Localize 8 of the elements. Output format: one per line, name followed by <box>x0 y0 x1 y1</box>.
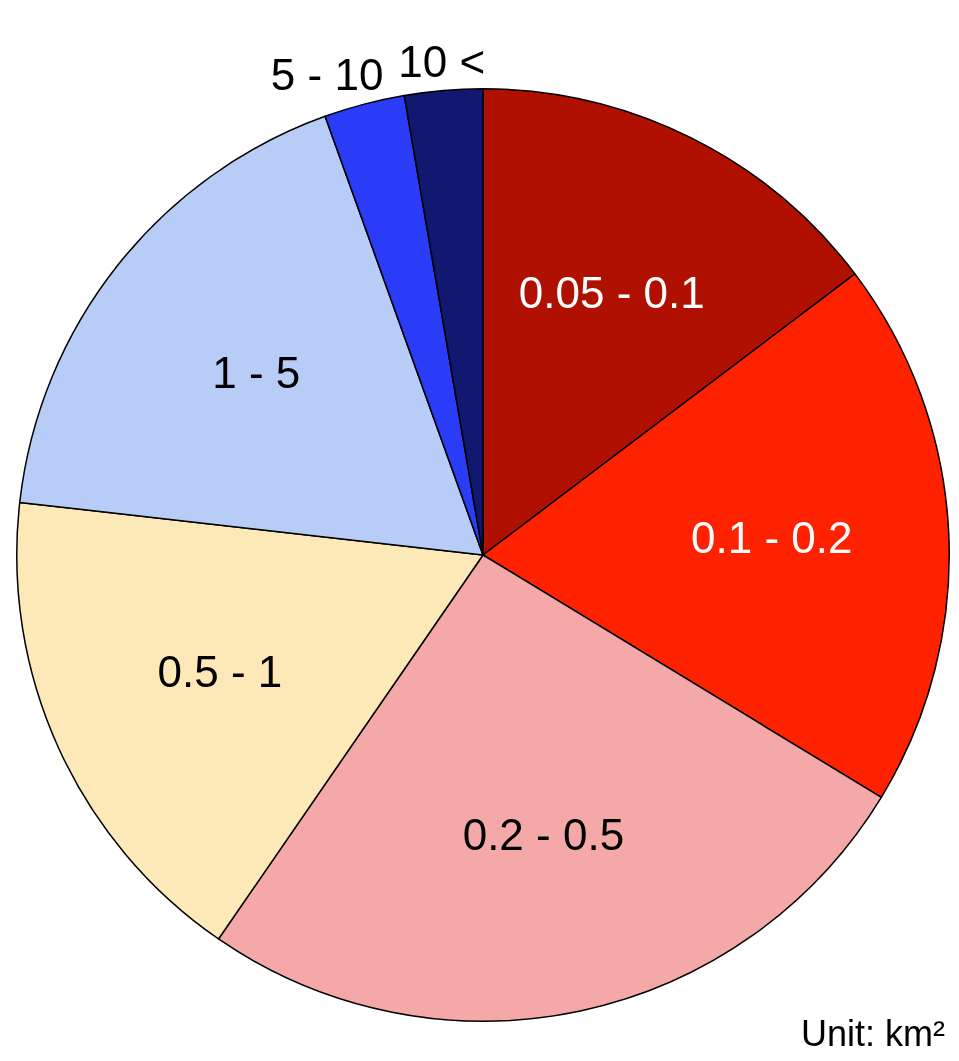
slice-label: 0.2 - 0.5 <box>462 809 625 859</box>
slice-label: 0.1 - 0.2 <box>690 512 853 562</box>
slice-label: 0.05 - 0.1 <box>518 268 705 318</box>
slice-label: 5 - 10 <box>270 50 384 100</box>
slice-label: 10 < <box>398 36 486 86</box>
text: Unit: km² <box>801 1013 945 1055</box>
slice-label: 0.5 - 1 <box>157 646 283 696</box>
slice-label: 1 - 5 <box>212 347 301 397</box>
